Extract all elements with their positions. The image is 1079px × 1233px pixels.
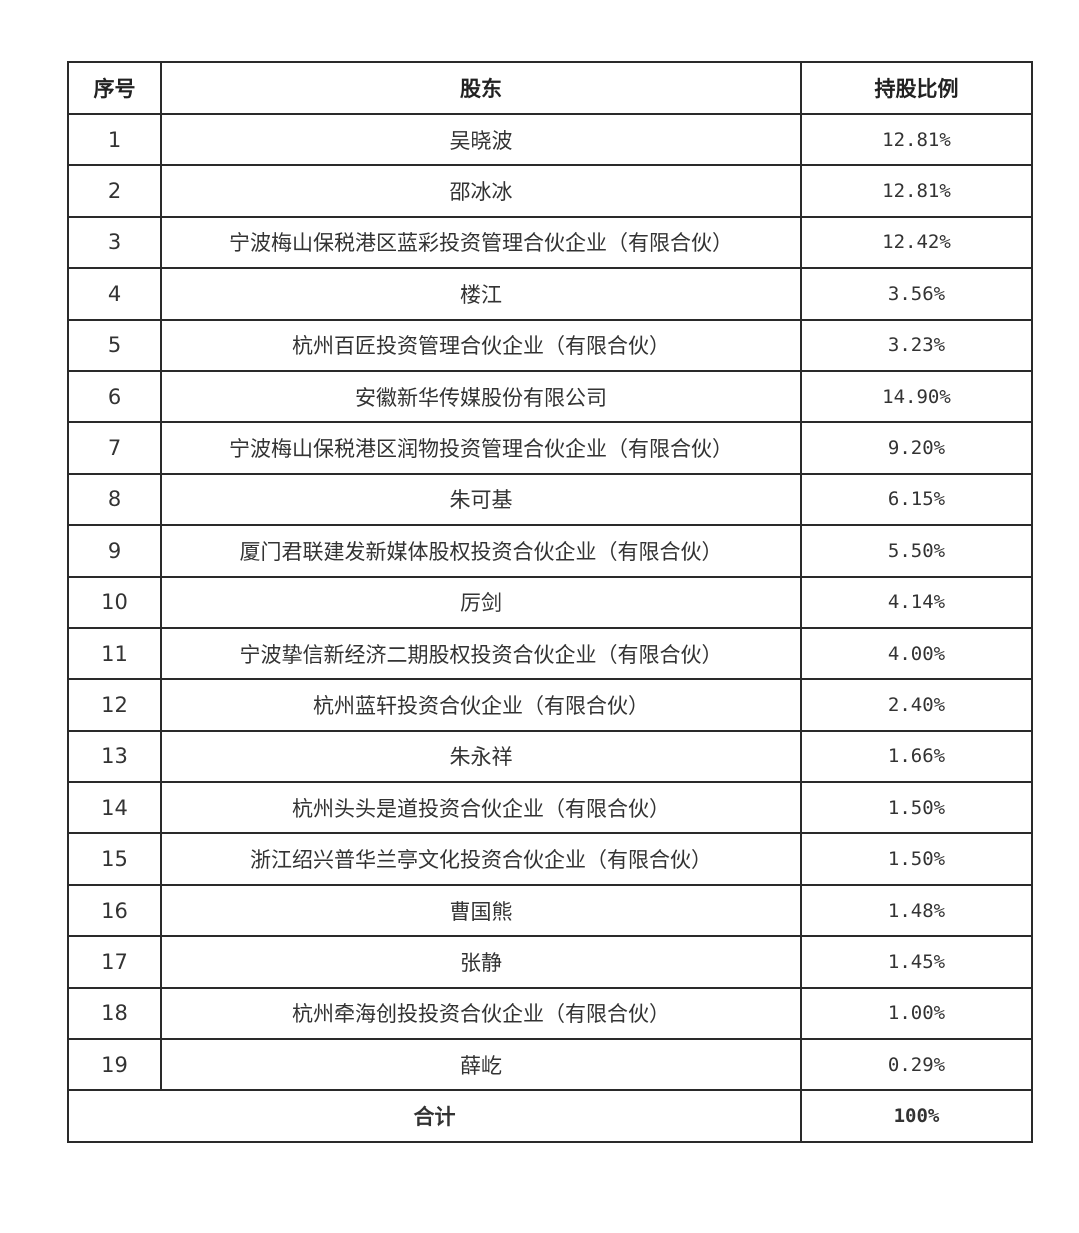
shareholder-name: 宁波梅山保税港区蓝彩投资管理合伙企业（有限合伙） bbox=[160, 215, 802, 270]
table-row: 3 宁波梅山保税港区蓝彩投资管理合伙企业（有限合伙） 12.42% bbox=[67, 215, 1033, 270]
table-row: 6 安徽新华传媒股份有限公司 14.90% bbox=[67, 369, 1033, 424]
shareholding-ratio: 1.50% bbox=[800, 781, 1033, 835]
shareholder-name: 楼江 bbox=[160, 267, 802, 321]
row-number: 5 bbox=[67, 318, 162, 372]
table-row: 18 杭州牵海创投投资合伙企业（有限合伙） 1.00% bbox=[67, 986, 1033, 1041]
row-number: 9 bbox=[67, 524, 162, 578]
shareholding-ratio: 2.40% bbox=[800, 678, 1033, 732]
shareholding-ratio: 12.42% bbox=[800, 215, 1033, 270]
row-number: 13 bbox=[67, 729, 162, 784]
row-number: 11 bbox=[67, 626, 162, 681]
table-row: 14 杭州头头是道投资合伙企业（有限合伙） 1.50% bbox=[67, 781, 1033, 835]
shareholding-ratio: 12.81% bbox=[800, 112, 1033, 167]
row-number: 17 bbox=[67, 935, 162, 989]
shareholder-table: 序号 股东 持股比例 1 吴晓波 12.81% 2 邵冰冰 12.81% 3 宁波梅山保税港区… bbox=[67, 61, 1033, 1143]
table-row: 7 宁波梅山保税港区润物投资管理合伙企业（有限合伙） 9.20% bbox=[67, 421, 1033, 475]
shareholder-name: 张静 bbox=[160, 935, 802, 989]
row-number: 14 bbox=[67, 781, 162, 835]
shareholder-name: 杭州牵海创投投资合伙企业（有限合伙） bbox=[160, 986, 802, 1041]
total-row: 合计 100% bbox=[67, 1089, 1033, 1143]
shareholder-name: 厦门君联建发新媒体股权投资合伙企业（有限合伙） bbox=[160, 524, 802, 578]
row-number: 12 bbox=[67, 678, 162, 732]
table-row: 16 曹国熊 1.48% bbox=[67, 883, 1033, 938]
table-row: 15 浙江绍兴普华兰亭文化投资合伙企业（有限合伙） 1.50% bbox=[67, 832, 1033, 886]
shareholder-name: 安徽新华传媒股份有限公司 bbox=[160, 369, 802, 424]
row-number: 6 bbox=[67, 369, 162, 424]
table-row: 17 张静 1.45% bbox=[67, 935, 1033, 989]
shareholding-ratio: 1.00% bbox=[800, 986, 1033, 1041]
row-number: 10 bbox=[67, 575, 162, 629]
header-holder: 股东 bbox=[160, 61, 802, 115]
header-row: 序号 股东 持股比例 bbox=[67, 61, 1033, 115]
shareholding-ratio: 4.00% bbox=[800, 626, 1033, 681]
row-number: 15 bbox=[67, 832, 162, 886]
shareholder-name: 厉剑 bbox=[160, 575, 802, 629]
shareholding-ratio: 6.15% bbox=[800, 472, 1033, 527]
shareholder-name: 朱永祥 bbox=[160, 729, 802, 784]
table-row: 2 邵冰冰 12.81% bbox=[67, 164, 1033, 218]
header-ratio: 持股比例 bbox=[800, 61, 1033, 115]
table-row: 8 朱可基 6.15% bbox=[67, 472, 1033, 527]
shareholder-name: 薛屹 bbox=[160, 1038, 802, 1092]
row-number: 18 bbox=[67, 986, 162, 1041]
table-row: 1 吴晓波 12.81% bbox=[67, 112, 1033, 167]
shareholder-name: 杭州头头是道投资合伙企业（有限合伙） bbox=[160, 781, 802, 835]
table-row: 4 楼江 3.56% bbox=[67, 267, 1033, 321]
table-row: 9 厦门君联建发新媒体股权投资合伙企业（有限合伙） 5.50% bbox=[67, 524, 1033, 578]
header-no: 序号 bbox=[67, 61, 162, 115]
row-number: 19 bbox=[67, 1038, 162, 1092]
shareholding-ratio: 3.56% bbox=[800, 267, 1033, 321]
shareholder-name: 曹国熊 bbox=[160, 883, 802, 938]
row-number: 1 bbox=[67, 112, 162, 167]
row-number: 4 bbox=[67, 267, 162, 321]
row-number: 3 bbox=[67, 215, 162, 270]
total-label: 合计 bbox=[67, 1089, 802, 1143]
shareholder-name: 杭州百匠投资管理合伙企业（有限合伙） bbox=[160, 318, 802, 372]
shareholder-name: 浙江绍兴普华兰亭文化投资合伙企业（有限合伙） bbox=[160, 832, 802, 886]
shareholder-name: 宁波梅山保税港区润物投资管理合伙企业（有限合伙） bbox=[160, 421, 802, 475]
shareholding-ratio: 1.45% bbox=[800, 935, 1033, 989]
shareholder-name: 邵冰冰 bbox=[160, 164, 802, 218]
shareholding-ratio: 3.23% bbox=[800, 318, 1033, 372]
table-row: 11 宁波挚信新经济二期股权投资合伙企业（有限合伙） 4.00% bbox=[67, 626, 1033, 681]
table-row: 10 厉剑 4.14% bbox=[67, 575, 1033, 629]
row-number: 7 bbox=[67, 421, 162, 475]
row-number: 8 bbox=[67, 472, 162, 527]
table-row: 19 薛屹 0.29% bbox=[67, 1038, 1033, 1092]
shareholding-ratio: 12.81% bbox=[800, 164, 1033, 218]
table-row: 13 朱永祥 1.66% bbox=[67, 729, 1033, 784]
table-row: 5 杭州百匠投资管理合伙企业（有限合伙） 3.23% bbox=[67, 318, 1033, 372]
shareholding-ratio: 1.66% bbox=[800, 729, 1033, 784]
table-row: 12 杭州蓝轩投资合伙企业（有限合伙） 2.40% bbox=[67, 678, 1033, 732]
shareholding-ratio: 5.50% bbox=[800, 524, 1033, 578]
shareholder-name: 朱可基 bbox=[160, 472, 802, 527]
shareholder-name: 宁波挚信新经济二期股权投资合伙企业（有限合伙） bbox=[160, 626, 802, 681]
shareholding-ratio: 14.90% bbox=[800, 369, 1033, 424]
shareholder-name: 杭州蓝轩投资合伙企业（有限合伙） bbox=[160, 678, 802, 732]
shareholding-ratio: 4.14% bbox=[800, 575, 1033, 629]
shareholding-ratio: 1.48% bbox=[800, 883, 1033, 938]
shareholder-name: 吴晓波 bbox=[160, 112, 802, 167]
row-number: 16 bbox=[67, 883, 162, 938]
shareholding-ratio: 0.29% bbox=[800, 1038, 1033, 1092]
total-ratio: 100% bbox=[800, 1089, 1033, 1143]
row-number: 2 bbox=[67, 164, 162, 218]
shareholding-ratio: 9.20% bbox=[800, 421, 1033, 475]
shareholding-ratio: 1.50% bbox=[800, 832, 1033, 886]
